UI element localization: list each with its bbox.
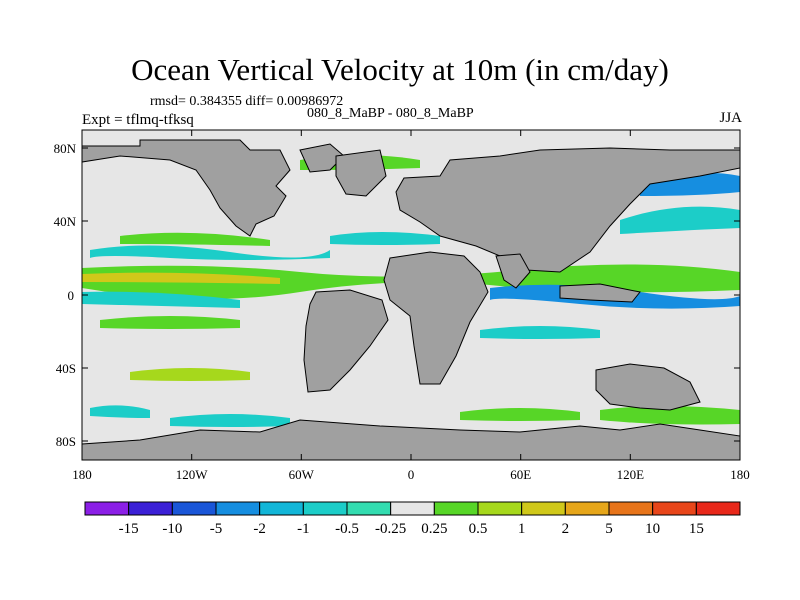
colorbar-label: 5 <box>605 521 613 537</box>
colorbar-label: -10 <box>162 521 182 537</box>
colorbar-label: -15 <box>119 521 139 537</box>
lat-tick-labels: 80N 40N 0 40S 80S <box>54 141 77 449</box>
colorbar-swatch <box>564 501 610 516</box>
lon-tick-labels: 180 120W 60W 0 60E 120E 180 <box>72 467 750 482</box>
chart-title: Ocean Vertical Velocity at 10m (in cm/da… <box>131 52 669 87</box>
colorbar-swatch <box>390 501 435 516</box>
south-america <box>303 289 389 393</box>
eq-band-neg-2 <box>82 291 240 308</box>
colorbar-label: 0.5 <box>469 521 488 537</box>
lon-tick-4: 60E <box>510 467 531 482</box>
colorbar-label: -0.25 <box>375 521 406 537</box>
colorbar-swatch <box>477 501 523 516</box>
colorbar-swatch <box>128 501 173 516</box>
stats-label: rmsd= 0.384355 diff= 0.00986972 <box>150 94 344 109</box>
colorbar-label: 15 <box>689 521 704 537</box>
lon-tick-3: 0 <box>408 467 415 482</box>
south-band-5 <box>170 414 290 427</box>
lat-tick-2: 0 <box>68 288 75 303</box>
south-band-2 <box>130 368 250 381</box>
south-band-1 <box>100 316 240 329</box>
maritime-continent <box>559 283 641 303</box>
colorbar-label: 0.25 <box>421 521 447 537</box>
lon-tick-6: 180 <box>730 467 750 482</box>
lon-tick-2: 60W <box>289 467 315 482</box>
north-america <box>81 139 291 237</box>
colorbar-swatch <box>346 501 392 516</box>
lon-tick-0: 180 <box>72 467 92 482</box>
greenland <box>335 149 387 197</box>
colorbar-label: 10 <box>645 521 660 537</box>
lat-tick-1: 40N <box>54 214 77 229</box>
north-band-6 <box>330 232 440 245</box>
lat-tick-4: 80S <box>56 434 76 449</box>
north-band-3 <box>620 206 740 234</box>
colorbar-label: 2 <box>562 521 570 537</box>
north-band-2 <box>120 232 270 246</box>
colorbar-swatch <box>608 501 654 516</box>
land-masses <box>81 139 741 461</box>
europe-asia <box>395 147 741 273</box>
colorbar: -15 -10 -5 -2 -1 -0.5 -0.25 0.25 0.5 1 2 5 10 15 <box>84 501 741 537</box>
colorbar-swatch <box>259 501 304 516</box>
africa <box>383 251 489 385</box>
colorbar-swatch <box>433 501 479 516</box>
season-label: JJA <box>719 110 742 126</box>
colorbar-swatch <box>215 501 261 516</box>
lat-axis <box>82 147 740 442</box>
colorbar-swatch <box>302 501 348 516</box>
colorbar-label: -0.5 <box>335 521 359 537</box>
colorbar-label: -1 <box>297 521 310 537</box>
colorbar-label: 1 <box>518 521 526 537</box>
colorbar-label: -5 <box>210 521 223 537</box>
colorbar-swatch <box>171 501 217 516</box>
colorbar-label: -2 <box>253 521 266 537</box>
lat-tick-3: 40S <box>56 361 76 376</box>
south-band-3 <box>480 326 600 339</box>
lon-axis <box>81 130 741 460</box>
lon-tick-1: 120W <box>176 467 209 482</box>
lat-tick-0: 80N <box>54 141 77 156</box>
south-band-6 <box>460 408 580 421</box>
colorbar-swatch <box>652 501 697 516</box>
colorbar-swatch <box>521 501 566 516</box>
colorbar-swatch <box>84 501 130 516</box>
experiment-label: Expt = tflmq-tfksq <box>82 112 194 128</box>
indian-subcontinent <box>495 253 531 289</box>
lon-tick-5: 120E <box>617 467 645 482</box>
south-band-7 <box>90 405 150 418</box>
colorbar-swatch <box>695 501 741 516</box>
australia <box>595 363 701 411</box>
eq-band-pos-2 <box>82 272 280 284</box>
case-label: 080_8_MaBP - 080_8_MaBP <box>307 106 474 121</box>
south-band-4 <box>600 406 740 425</box>
north-band-1 <box>90 245 330 260</box>
